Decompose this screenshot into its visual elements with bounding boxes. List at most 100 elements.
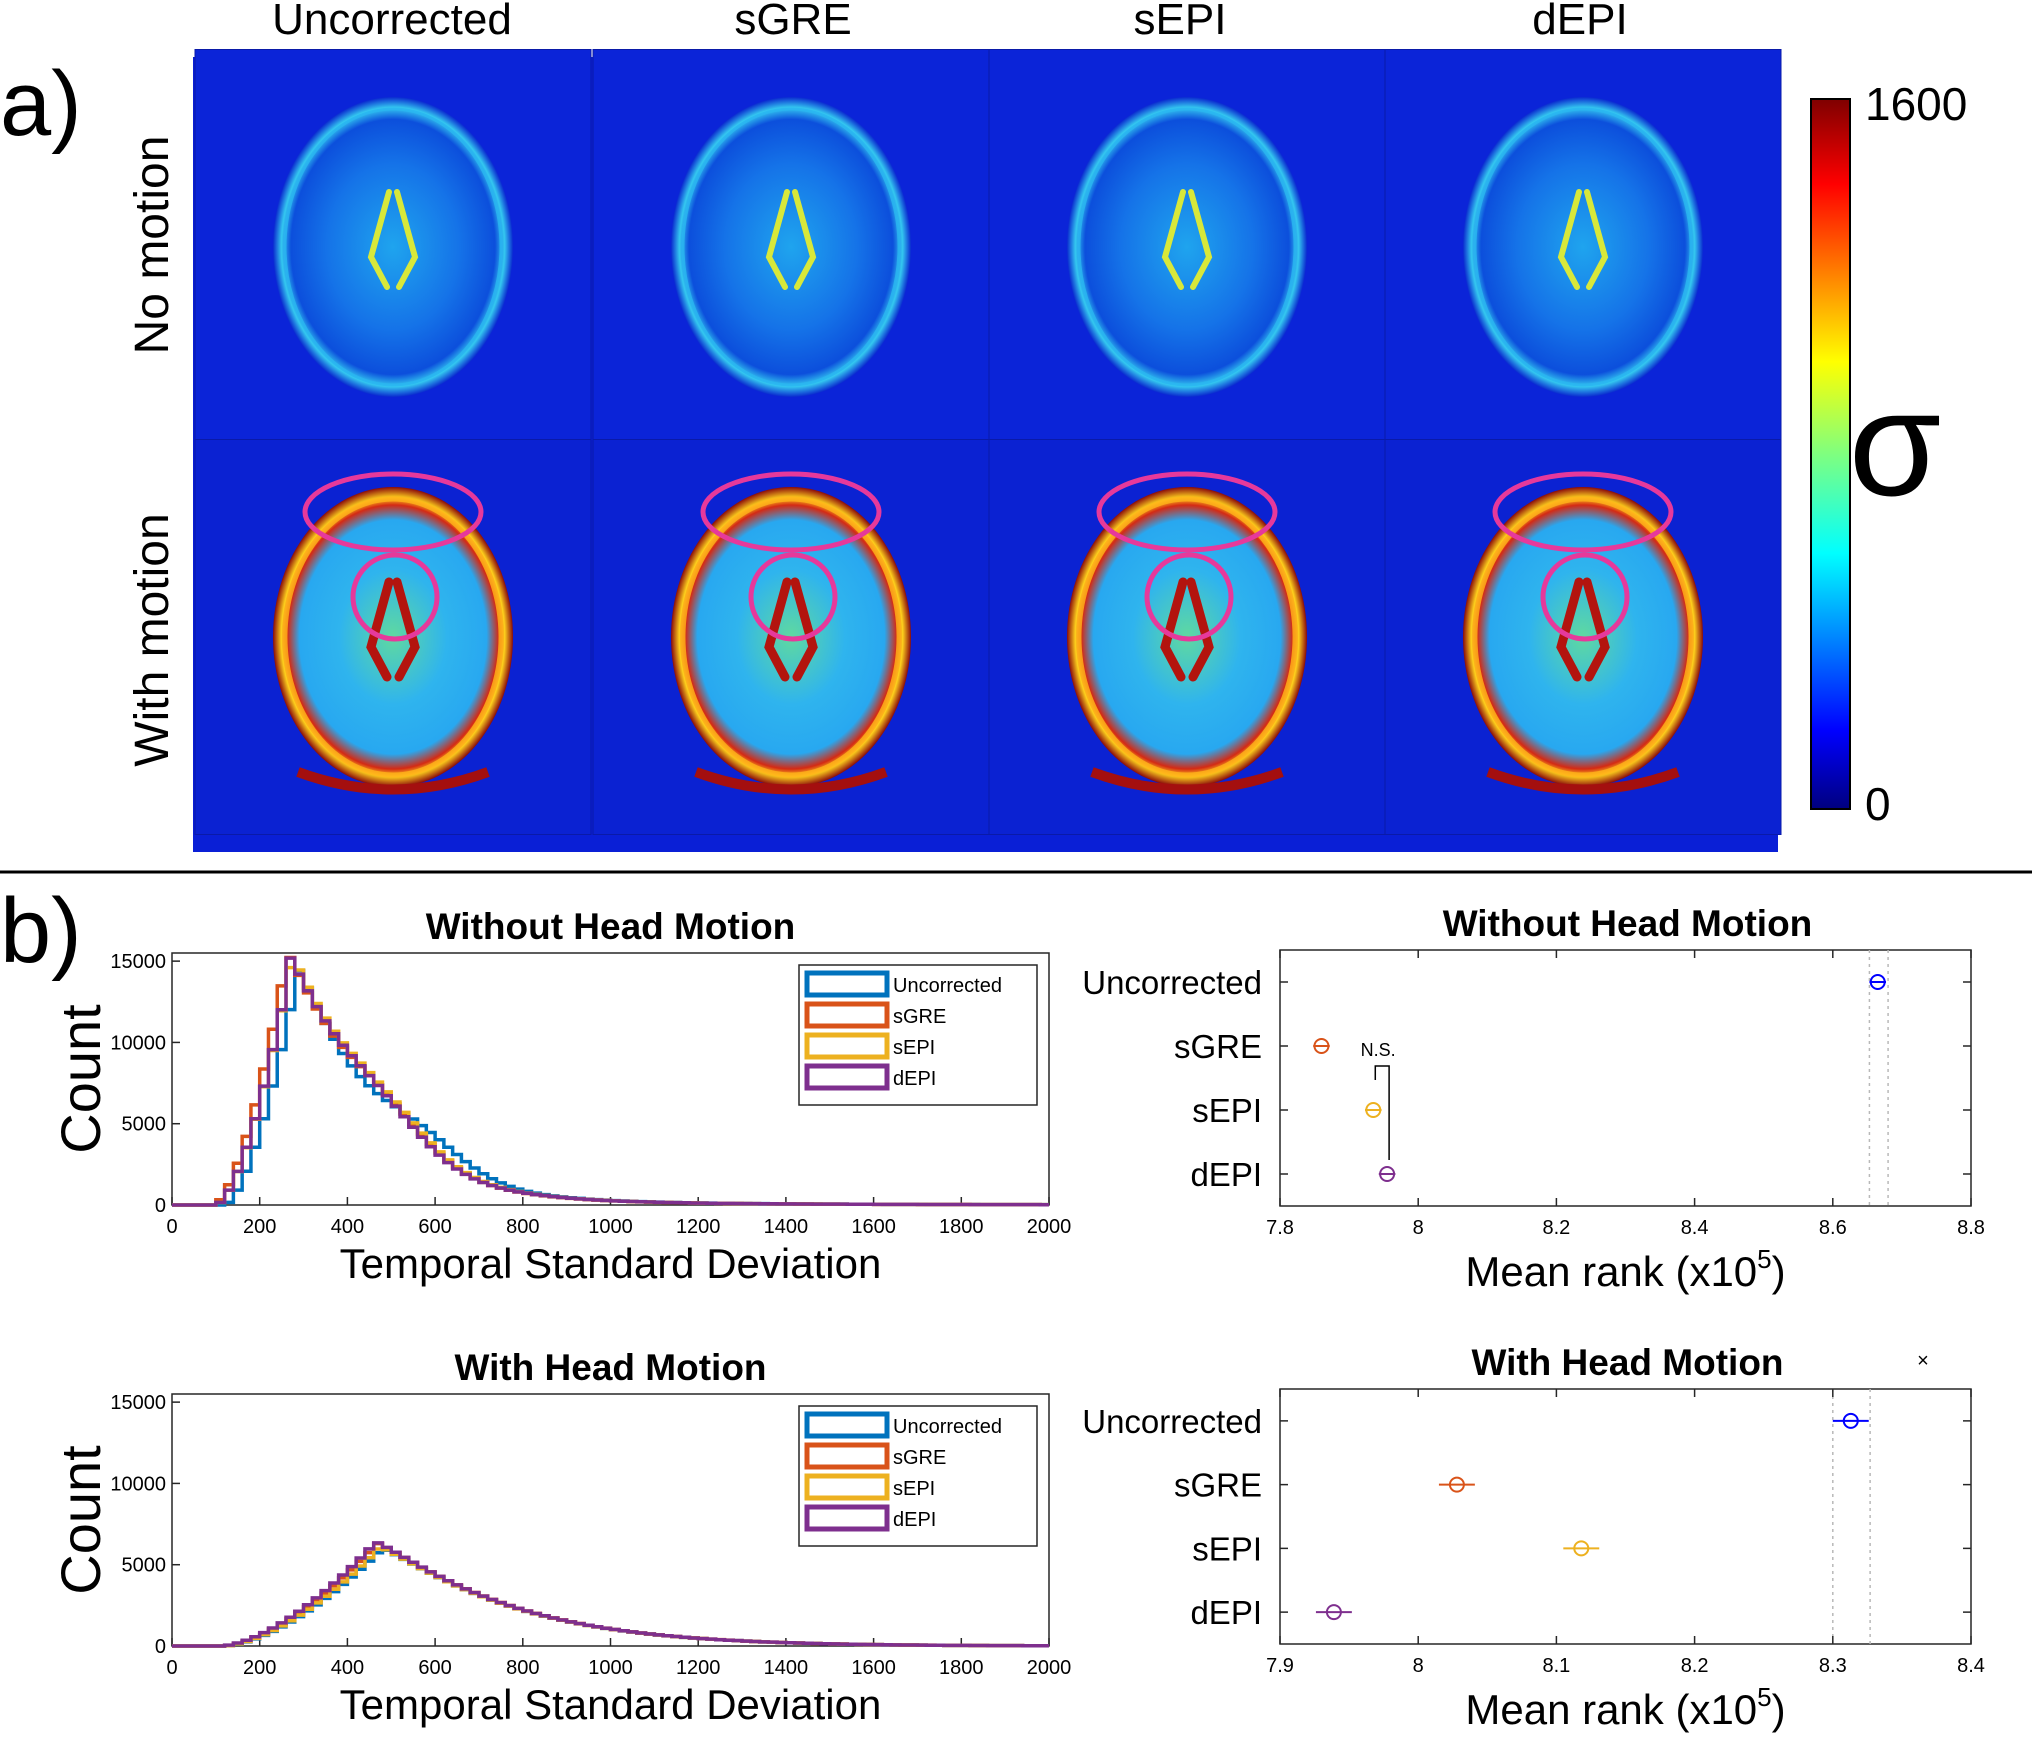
highlight-circle: [1540, 552, 1630, 642]
motion-artifact: [1486, 767, 1680, 795]
category-label: dEPI: [1190, 1156, 1262, 1193]
chart-title: Without Head Motion: [1443, 903, 1813, 944]
motion-artifact: [694, 767, 888, 795]
legend-label: dEPI: [893, 1509, 936, 1531]
x-tick-label: 8.3: [1819, 1655, 1847, 1677]
histogram-series: [172, 956, 1049, 1207]
row-label: With motion: [126, 513, 179, 766]
legend-label: dEPI: [893, 1068, 936, 1090]
histogram-plot: Without Head Motion 0 200 400 600 800 1000 1200…: [49, 906, 1071, 1287]
x-tick-label: 400: [331, 1216, 364, 1238]
legend-label: Uncorrected: [893, 975, 1002, 997]
mean-marker: [1379, 1166, 1396, 1182]
x-axis-label-exponent: 5: [1757, 1682, 1771, 1712]
panel-b-label: b): [0, 880, 82, 982]
legend: Uncorrected sGRE sEPI dEPI: [798, 1405, 1038, 1547]
y-axis-label: Count: [49, 1445, 112, 1595]
highlight-ellipse: [1492, 471, 1674, 553]
brain-slice: [273, 97, 513, 397]
brain-image-grid: [194, 49, 1782, 835]
brain-rim: [282, 496, 504, 778]
x-tick-label: 2000: [1027, 1216, 1072, 1238]
highlight-ellipse: [1096, 471, 1278, 553]
x-tick-label: 1200: [676, 1657, 721, 1679]
row-label: No motion: [126, 136, 179, 355]
x-tick-label: 7.9: [1266, 1655, 1294, 1677]
brain-rim: [283, 107, 503, 387]
mean-marker: [1365, 1102, 1382, 1118]
highlight-ellipse: [700, 471, 882, 553]
brain-rim: [1473, 107, 1693, 387]
x-axis-label-end: ): [1772, 1686, 1786, 1733]
motion-artifact: [296, 767, 490, 795]
brain-cell: [592, 49, 990, 445]
legend-swatch: [804, 1032, 890, 1060]
brain-cell: [194, 49, 592, 445]
histogram-plot: With Head Motion 0 200 400 600 800 1000 1200 140…: [49, 1347, 1071, 1728]
x-tick-label: 8: [1413, 1655, 1424, 1677]
legend-swatch: [804, 1411, 890, 1439]
x-tick-label: 200: [243, 1216, 276, 1238]
y-tick-label: 0: [155, 1195, 166, 1217]
mean-rank-plot: With Head Motion 7.9 8 8.1 8.2 8.3 8.4 Uncorrec…: [1082, 1342, 1985, 1733]
x-tick-label: 200: [243, 1657, 276, 1679]
x-tick-label: 1600: [851, 1216, 896, 1238]
legend-swatch: [804, 1473, 890, 1501]
y-tick-label: 10000: [110, 1473, 166, 1495]
colorbar: 1600 0 σ: [1810, 78, 1967, 830]
brain-cell: [592, 439, 990, 835]
x-axis-label: Temporal Standard Deviation: [340, 1240, 882, 1287]
ventricles: [1160, 577, 1214, 682]
category-label: dEPI: [1190, 1594, 1262, 1631]
brain-rim: [1077, 107, 1297, 387]
x-tick-label: 8.6: [1819, 1217, 1847, 1239]
x-tick-label: 8.8: [1957, 1217, 1985, 1239]
chart-title: With Head Motion: [454, 1347, 766, 1388]
x-tick-label: 7.8: [1266, 1217, 1294, 1239]
x-axis-label-exponent: 5: [1757, 1244, 1771, 1274]
x-tick-label: 8: [1413, 1217, 1424, 1239]
column-headers: Uncorrected sGRE sEPI dEPI: [272, 0, 1628, 44]
mean-rank-plot: Without Head Motion 7.8 8 8.2 8.4 8.6 8.8 Uncor…: [1082, 903, 1985, 1295]
motion-artifact: [1090, 767, 1284, 795]
x-tick-label: 8.2: [1681, 1655, 1709, 1677]
legend-swatch: [804, 1442, 890, 1470]
x-tick-label: 1600: [851, 1657, 896, 1679]
y-tick-label: 15000: [110, 1392, 166, 1414]
brain-cell: [988, 49, 1386, 445]
ventricles: [1161, 189, 1213, 290]
legend-swatch: [804, 970, 890, 998]
colorbar-min-label: 0: [1865, 778, 1891, 830]
brain-slice: [1067, 97, 1307, 397]
highlight-ellipse: [302, 471, 484, 553]
highlight-circle: [748, 552, 838, 642]
legend-label: sGRE: [893, 1447, 946, 1469]
x-tick-label: 600: [418, 1216, 451, 1238]
y-tick-label: 0: [155, 1636, 166, 1658]
panel-a-label: a): [0, 53, 82, 155]
colorbar-symbol: σ: [1849, 359, 1942, 527]
x-tick-label: 1000: [588, 1216, 633, 1238]
mean-marker: [1325, 1604, 1342, 1621]
brain-cell: [988, 439, 1386, 835]
y-axis-label: Count: [49, 1004, 112, 1154]
mean-marker: [1842, 1412, 1859, 1429]
legend-label: sEPI: [893, 1037, 935, 1059]
ventricles: [366, 577, 420, 682]
x-tick-label: 8.4: [1957, 1655, 1985, 1677]
x-axis-label-end: ): [1772, 1248, 1786, 1295]
x-tick-label: 1800: [939, 1657, 984, 1679]
mean-marker: [1313, 1038, 1330, 1054]
category-label: sEPI: [1192, 1092, 1262, 1129]
x-tick-label: 1800: [939, 1216, 984, 1238]
mean-marker: [1573, 1540, 1590, 1557]
x-tick-label: 0: [166, 1216, 177, 1238]
category-label: Uncorrected: [1082, 964, 1262, 1001]
legend: Uncorrected sGRE sEPI dEPI: [798, 964, 1038, 1106]
x-tick-label: 400: [331, 1657, 364, 1679]
category-label: sGRE: [1174, 1467, 1262, 1504]
y-tick-label: 5000: [122, 1555, 167, 1577]
x-axis-label: Temporal Standard Deviation: [340, 1681, 882, 1728]
